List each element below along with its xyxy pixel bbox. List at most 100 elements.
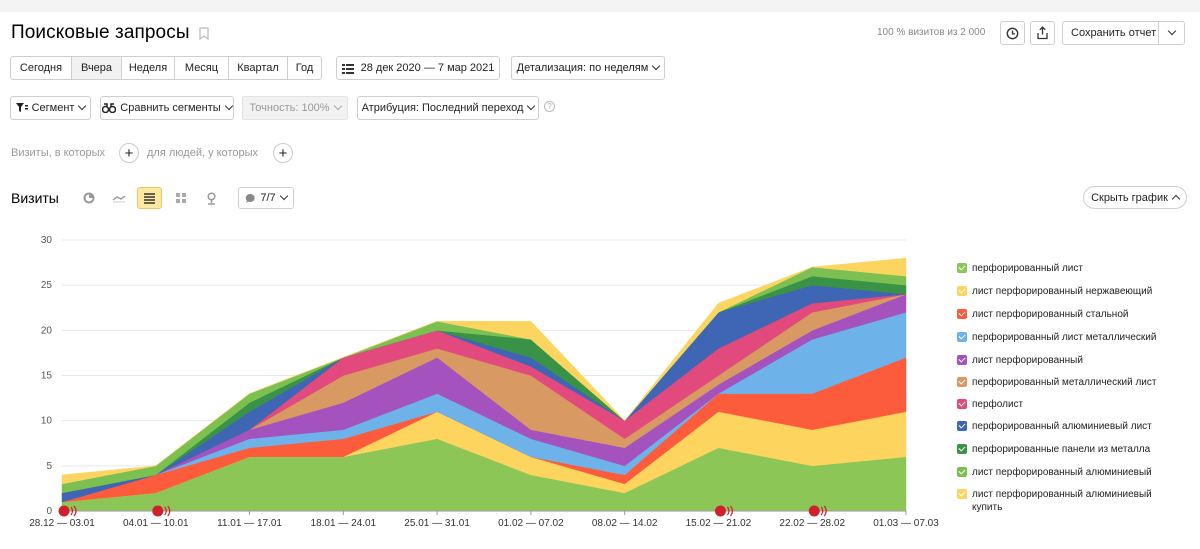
y-tick-label: 30	[41, 235, 53, 246]
annotation-dot	[58, 505, 70, 517]
period-year[interactable]: Год	[288, 57, 321, 79]
chevron-down-icon	[652, 61, 661, 71]
legend-item[interactable]: перфолист	[957, 398, 1172, 411]
accuracy-label: Точность: 100%	[249, 102, 330, 114]
segment-button[interactable]: Сегмент	[10, 96, 91, 120]
export-button[interactable]	[1030, 21, 1055, 45]
chart-type-area-button[interactable]	[137, 187, 162, 209]
attribution-dropdown[interactable]: Атрибуция: Последний переход	[357, 96, 539, 120]
add-people-filter-button[interactable]: +	[273, 143, 293, 163]
annotation-wave-icon	[70, 505, 77, 517]
chevron-down-icon	[527, 101, 536, 111]
save-report-button[interactable]: Сохранить отчет	[1062, 21, 1185, 45]
series-area-10	[61, 257, 907, 485]
checkbox-icon[interactable]	[957, 355, 967, 365]
chart-type-map-button[interactable]	[199, 187, 224, 209]
help-icon[interactable]: ?	[544, 101, 555, 112]
bookmark-icon[interactable]	[199, 27, 209, 40]
save-report-label: Сохранить отчет	[1071, 27, 1157, 39]
checkbox-icon[interactable]	[957, 399, 967, 409]
period-quarter[interactable]: Квартал	[229, 57, 288, 79]
legend-item[interactable]: перфорированный алюминиевый лист	[957, 420, 1172, 433]
legend-item[interactable]: лист перфорированный стальной	[957, 308, 1172, 321]
annotation-marker[interactable]	[808, 505, 827, 517]
annotation-dot	[152, 505, 164, 517]
x-tick-label: 28.12 — 03.01	[29, 518, 95, 529]
add-visits-filter-button[interactable]: +	[119, 143, 139, 163]
legend-label: перфорированный лист	[972, 263, 1083, 274]
chart-type-pie-button[interactable]	[76, 187, 101, 209]
legend-label: перфолист	[972, 399, 1024, 410]
legend-label: лист перфорированный алюминиевый	[972, 467, 1152, 478]
stacked-area-chart: 0 5 10 15 20 25 30 28.12 — 03.01 04.01 — 10.01 11…	[29, 235, 939, 529]
period-month[interactable]: Месяц	[175, 57, 229, 79]
legend-item[interactable]: лист перфорированный алюминиевый	[957, 466, 1172, 479]
history-button[interactable]	[1000, 21, 1025, 45]
y-tick-label: 5	[46, 461, 52, 472]
compare-label: Сравнить сегменты	[120, 102, 221, 114]
line-chart-icon	[112, 195, 125, 203]
checkbox-icon[interactable]	[957, 421, 967, 431]
period-week[interactable]: Неделя	[122, 57, 175, 79]
checkbox-icon[interactable]	[957, 286, 967, 296]
chevron-down-icon	[279, 191, 288, 201]
x-tick-label: 18.01 — 24.01	[311, 518, 377, 529]
legend-label: лист перфорированный	[972, 355, 1083, 366]
legend-label: лист перфорированный алюминиевый купить	[972, 489, 1152, 513]
checkbox-icon[interactable]	[957, 489, 967, 499]
legend-item[interactable]: перфорированный металлический лист	[957, 376, 1172, 389]
annotation-dot	[714, 505, 726, 517]
detail-dropdown[interactable]: Детализация: по неделям	[511, 56, 665, 80]
filter-icon	[15, 103, 28, 112]
legend-item[interactable]: перфорированные панели из металла	[957, 443, 1172, 456]
date-range-button[interactable]: 28 дек 2020 — 7 мар 2021	[336, 56, 500, 80]
annotation-wave-icon	[820, 505, 827, 517]
x-tick-label: 22.02 — 28.02	[779, 518, 845, 529]
chevron-up-icon	[1171, 194, 1181, 204]
top-strip	[0, 0, 1200, 12]
period-today[interactable]: Сегодня	[11, 57, 72, 79]
detail-label: Детализация: по неделям	[516, 62, 649, 74]
legend-label: перфорированный лист металлический	[972, 332, 1157, 343]
hide-chart-button[interactable]: Скрыть график	[1083, 186, 1187, 209]
legend-item[interactable]: лист перфорированный	[957, 354, 1172, 367]
legend-item[interactable]: лист перфорированный нержавеющий	[957, 285, 1172, 298]
comment-icon	[246, 193, 255, 203]
x-tick-label: 11.01 — 17.01	[217, 518, 282, 529]
checkbox-icon[interactable]	[957, 263, 967, 273]
chevron-down-icon	[78, 101, 87, 111]
checkbox-icon[interactable]	[957, 444, 967, 454]
series-selector[interactable]: 7/7	[238, 187, 294, 209]
legend-item[interactable]: лист перфорированный алюминиевый купить	[957, 488, 1172, 514]
chart-type-line-button[interactable]	[106, 187, 131, 209]
annotation-marker[interactable]	[152, 505, 171, 517]
checkbox-icon[interactable]	[957, 467, 967, 477]
compare-segments-button[interactable]: Сравнить сегменты	[100, 96, 234, 120]
y-tick-label: 15	[41, 371, 53, 382]
checkbox-icon[interactable]	[957, 332, 967, 342]
bar-chart-icon	[175, 193, 186, 203]
period-yesterday[interactable]: Вчера	[72, 57, 122, 79]
series-count: 7/7	[260, 192, 276, 204]
legend-item[interactable]: перфорированный лист металлический	[957, 331, 1172, 344]
y-tick-label: 20	[41, 325, 53, 336]
people-filter-text: для людей, у которых	[147, 147, 258, 159]
stacked-area-icon	[144, 193, 155, 204]
legend-label: перфорированный алюминиевый лист	[972, 421, 1152, 432]
legend-label: лист перфорированный стальной	[972, 309, 1129, 320]
annotation-wave-icon	[164, 505, 171, 517]
annotation-marker[interactable]	[714, 505, 734, 517]
checkbox-icon[interactable]	[957, 309, 967, 319]
annotation-marker[interactable]	[58, 505, 77, 517]
accuracy-dropdown[interactable]: Точность: 100%	[242, 96, 348, 120]
save-report-dropdown[interactable]	[1158, 22, 1184, 44]
calendar-icon	[341, 63, 354, 74]
chevron-down-icon	[333, 101, 342, 111]
clock-icon	[1006, 27, 1019, 39]
legend-item[interactable]: перфорированный лист	[957, 262, 1172, 275]
legend-label: лист перфорированный нержавеющий	[972, 286, 1153, 297]
x-tick-label: 01.03 — 07.03	[873, 518, 939, 529]
y-tick-label: 25	[41, 280, 53, 291]
checkbox-icon[interactable]	[957, 377, 967, 387]
chart-type-bar-button[interactable]	[168, 187, 193, 209]
